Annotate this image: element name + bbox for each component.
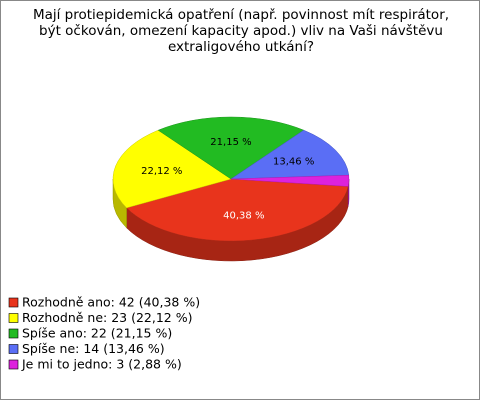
slice-label: 13,46 % xyxy=(273,157,314,168)
legend-label: Spíše ano: 22 (21,15 %) xyxy=(22,326,172,341)
legend-swatch xyxy=(8,313,19,323)
legend-swatch xyxy=(8,328,19,339)
slice-label: 40,38 % xyxy=(223,211,264,222)
legend-label: Je mi to jedno: 3 (2,88 %) xyxy=(21,357,182,372)
pie-slice xyxy=(230,129,350,180)
pie-slice xyxy=(126,178,349,242)
legend-swatch xyxy=(8,344,19,354)
chart-title: Mají protiepidemická opatření (např. pov… xyxy=(32,7,450,55)
legend-label: Rozhodně ne: 23 (22,12 %) xyxy=(22,310,193,325)
legend-swatch xyxy=(8,359,19,370)
legend-label: Spíše ne: 14 (13,46 %) xyxy=(22,341,165,356)
pie-slice xyxy=(157,116,305,180)
slice-label: 22,12 % xyxy=(141,166,182,177)
legend-swatch xyxy=(8,297,19,308)
pie-slice xyxy=(230,174,350,187)
slice-label: 21,15 % xyxy=(210,137,251,148)
legend-label: Rozhodně ano: 42 (40,38 %) xyxy=(22,295,200,310)
pie-slice xyxy=(112,129,232,209)
